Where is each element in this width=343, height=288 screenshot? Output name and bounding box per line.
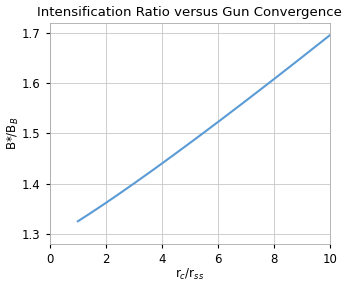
Y-axis label: B*/B$_B$: B*/B$_B$ xyxy=(5,117,21,150)
Title: Intensification Ratio versus Gun Convergence: Intensification Ratio versus Gun Converg… xyxy=(37,5,342,18)
X-axis label: r$_c$/r$_{ss}$: r$_c$/r$_{ss}$ xyxy=(175,267,204,283)
